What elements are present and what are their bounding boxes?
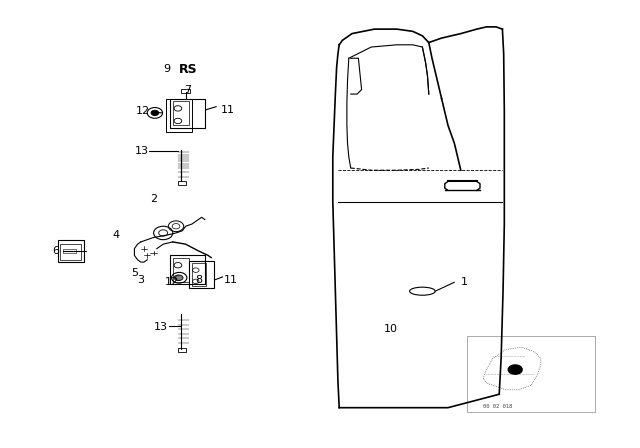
Bar [60, 244, 81, 260]
Text: 11: 11 [224, 275, 238, 285]
Text: 2: 2 [150, 194, 157, 204]
Text: 12: 12 [136, 106, 150, 116]
Text: 11: 11 [221, 105, 235, 115]
Bar [63, 249, 76, 253]
Text: 5: 5 [131, 268, 138, 278]
Text: 1: 1 [461, 277, 468, 287]
Bar [178, 181, 186, 185]
Bar [189, 261, 214, 288]
Text: RS: RS [179, 63, 198, 76]
Circle shape [508, 364, 523, 375]
Text: 12: 12 [165, 277, 179, 287]
Text: 10: 10 [384, 324, 398, 334]
Text: 8: 8 [195, 275, 202, 285]
Text: 00 02 018: 00 02 018 [483, 404, 513, 409]
Text: 13: 13 [134, 146, 148, 156]
Text: 6: 6 [52, 246, 60, 256]
Bar [170, 255, 205, 284]
Text: 4: 4 [112, 230, 119, 240]
Bar [166, 99, 192, 132]
Bar [173, 258, 189, 282]
Bar [58, 240, 84, 262]
Circle shape [151, 110, 159, 116]
Circle shape [175, 275, 183, 280]
Bar [170, 99, 205, 128]
Bar [178, 348, 186, 352]
Text: 9: 9 [163, 65, 170, 74]
Bar [173, 101, 189, 125]
Bar [181, 89, 190, 93]
Text: 13: 13 [154, 322, 168, 332]
Bar [192, 263, 206, 286]
Text: 7: 7 [184, 85, 191, 95]
Bar [467, 336, 595, 412]
Text: 3: 3 [138, 275, 145, 285]
